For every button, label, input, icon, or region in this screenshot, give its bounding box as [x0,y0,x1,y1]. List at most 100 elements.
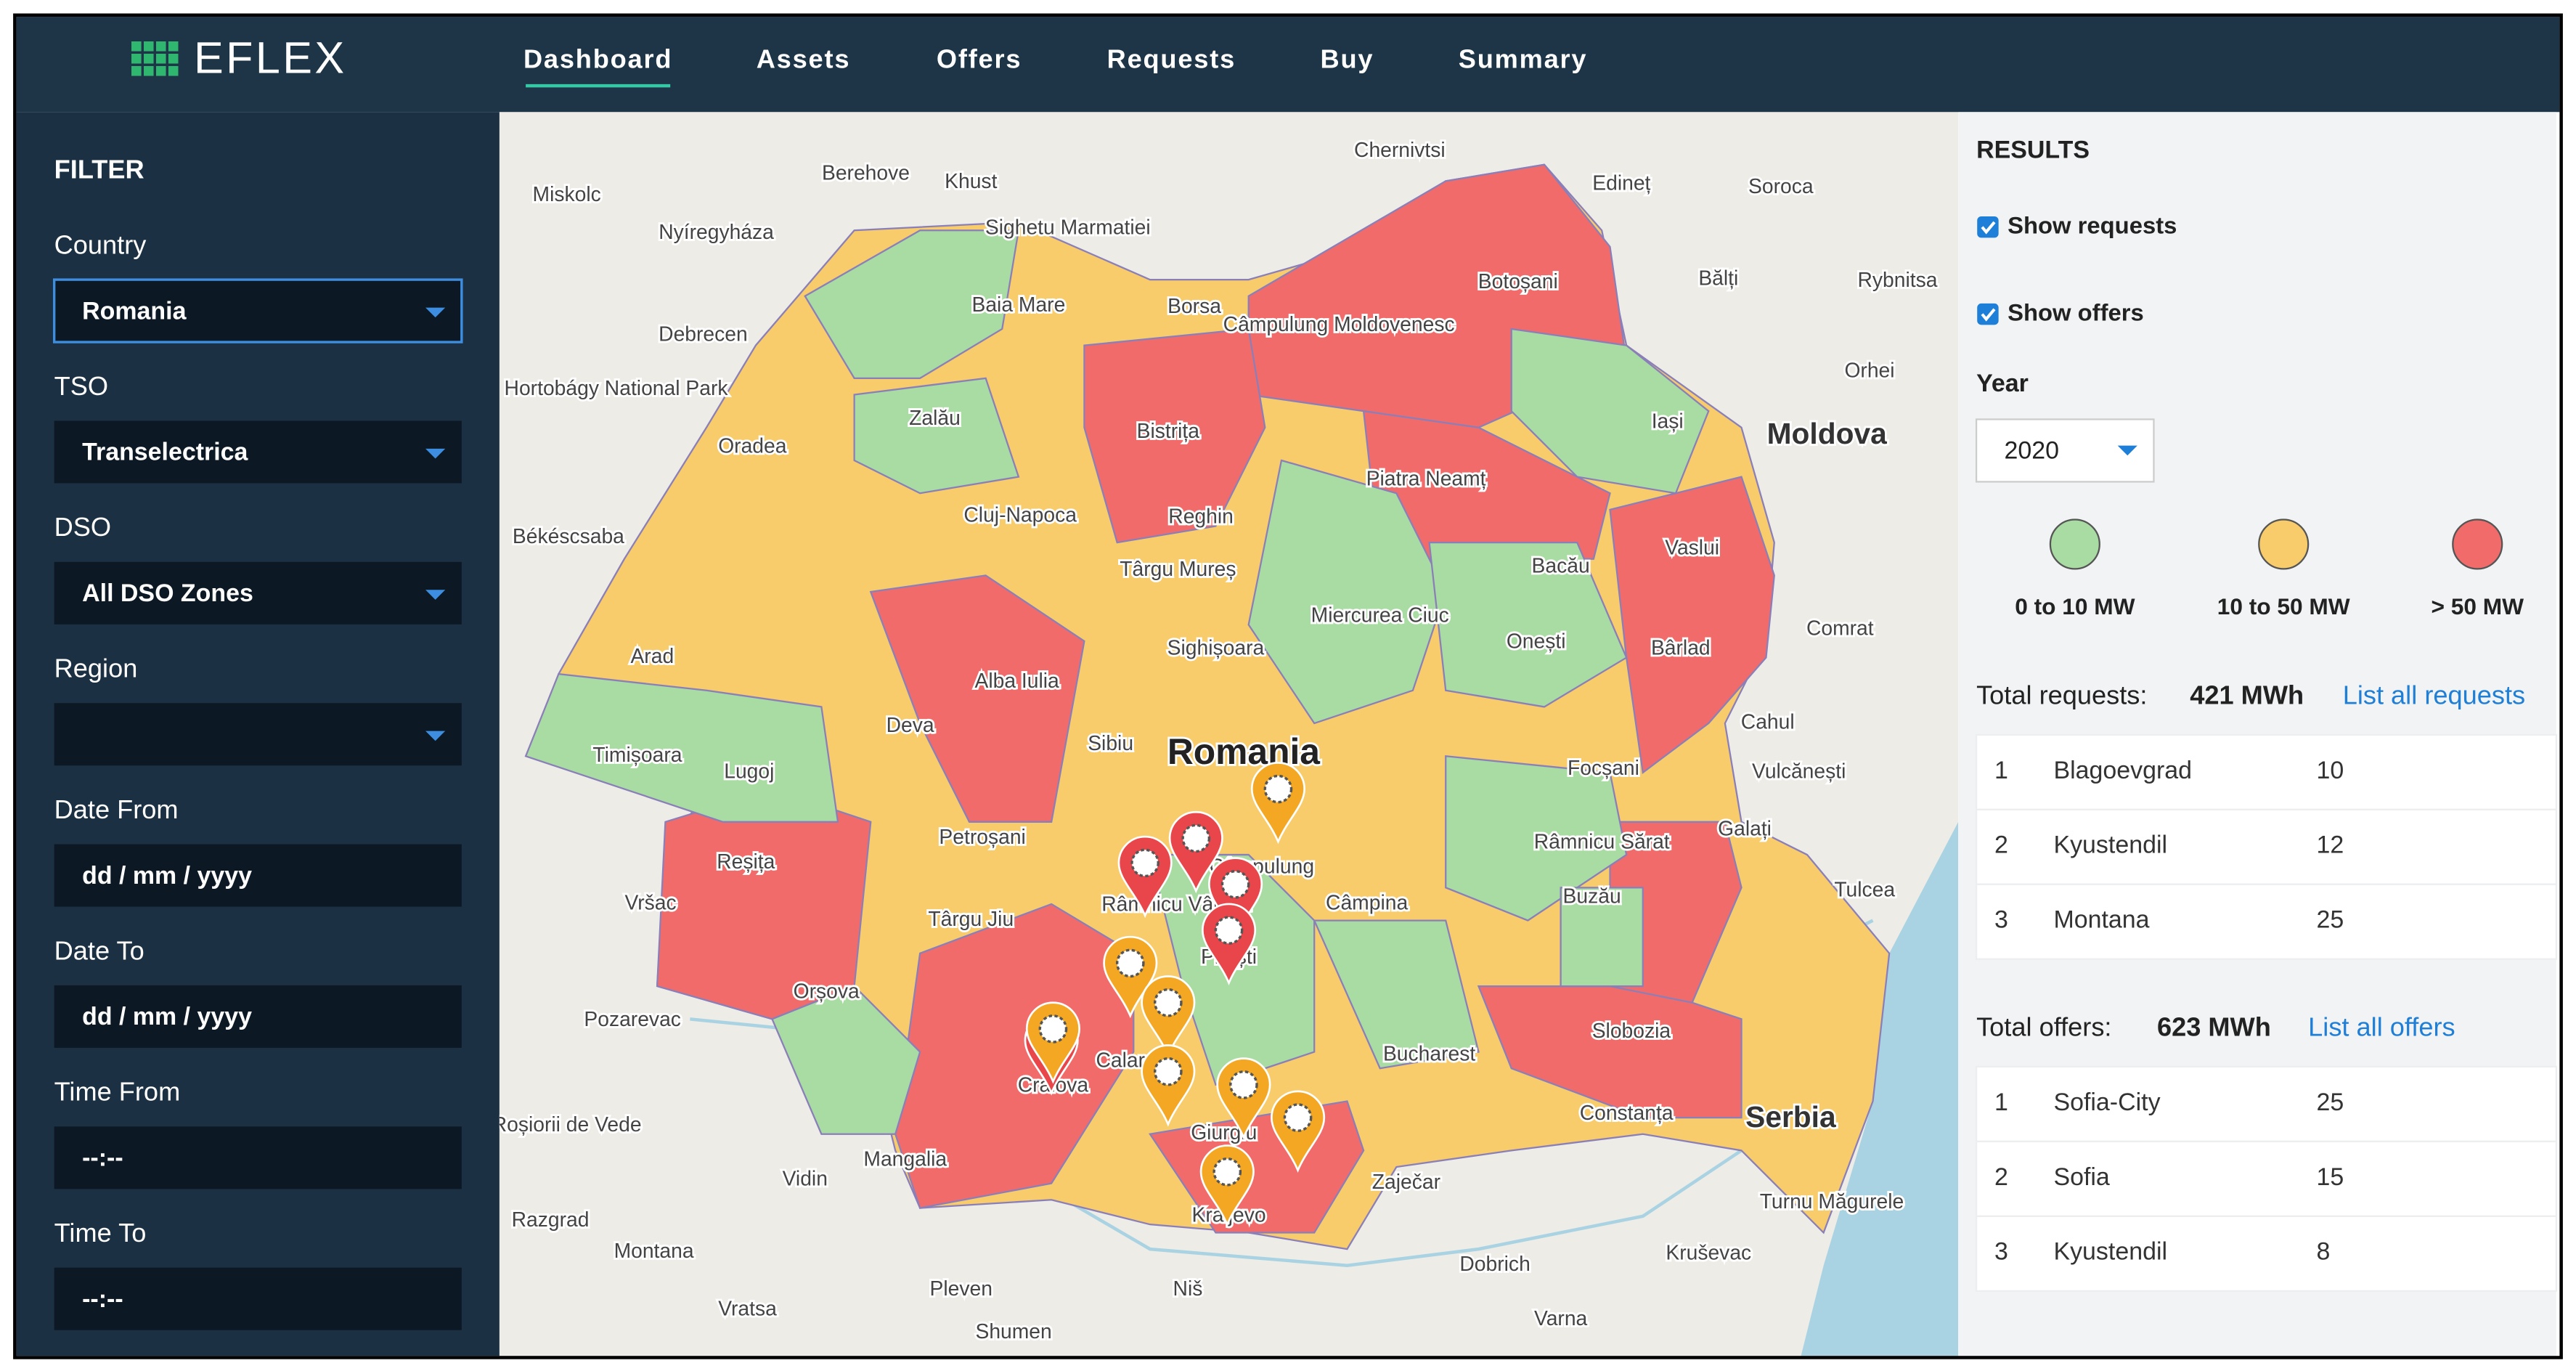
total-label: Total offers: [1976,1012,2111,1041]
map-label: Pleven [929,1277,992,1300]
map-label: Berehove [822,161,910,184]
offer-pin [1141,1044,1196,1127]
checkbox[interactable] [1977,303,1999,325]
filter-field: DSO All DSO Zones [54,512,462,625]
map-label: Roșiorii de Vede [492,1112,642,1136]
filter-field: Region [54,654,462,766]
logo-cell [155,41,166,52]
results-title: RESULTS [1976,137,2090,164]
filter-field: Date To dd / mm / yyyy [54,935,462,1048]
field-label: Region [54,654,138,683]
map-label: Bucharest [1383,1042,1475,1065]
nav-item[interactable]: Offers [937,44,1022,74]
dropdown-arrow [425,590,446,600]
county [853,377,1020,495]
map-label: Shumen [975,1319,1051,1343]
input[interactable] [54,1267,462,1330]
header-bar [16,17,2560,113]
map-label: Serbia [1745,1100,1836,1134]
nav-item[interactable]: Dashboard [523,44,672,74]
row-rank: 1 [1994,1089,2008,1116]
map-label: Constanța [1580,1101,1674,1124]
map-label: Reșița [717,850,775,873]
dropdown[interactable] [52,278,463,343]
table-row [1975,1140,2557,1218]
legend-label: 10 to 50 MW [2217,593,2350,619]
row-name: Sofia-City [2053,1089,2160,1116]
map-label: Sibiu [1088,731,1133,754]
row-value: 10 [2316,757,2344,784]
checkbox[interactable] [1977,216,1999,238]
county [804,229,1020,379]
nav-item[interactable]: Summary [1459,44,1588,74]
row-rank: 3 [1994,906,2008,934]
map-label: Buzău [1563,884,1621,907]
map-label: Montana [614,1239,694,1262]
offer-pin [1103,935,1158,1019]
row-name: Montana [2053,906,2149,934]
input[interactable] [54,844,462,907]
field-value: dd / mm / yyyy [82,1003,252,1030]
map-label: Tulcea [1834,877,1895,900]
filter-field: TSO Transelectrica [54,371,462,484]
map-label: Deva [886,713,934,736]
checkmark [1981,308,1996,322]
request-pin [1117,835,1173,919]
list-link[interactable]: List all offers [2308,1012,2455,1041]
nav-item[interactable]: Assets [757,44,851,74]
input[interactable] [54,985,462,1048]
map-label: Borsa [1167,294,1221,317]
offer-pin [1250,762,1305,845]
pin-icon [1220,869,1250,899]
map-label: Bacău [1532,554,1590,577]
input[interactable] [54,1126,462,1189]
dropdown[interactable] [54,420,462,484]
request-pin [1168,810,1223,894]
map-label: Niš [1173,1277,1203,1300]
row-name: Blagoevgrad [2053,757,2192,784]
county [770,985,921,1135]
dropdown-arrow [425,448,446,459]
pin-icon [1229,1070,1258,1099]
map-label: Vaslui [1665,536,1719,559]
logo-text: EFLEX [194,33,346,82]
map-label: Békéscsaba [513,524,624,548]
row-value: 15 [2316,1163,2344,1191]
map-label: Khust [945,169,997,192]
logo-cell [155,65,166,76]
logo-cell [131,53,142,64]
map-label: Cluj-Napoca [963,503,1077,526]
pin-icon [1154,988,1183,1017]
field-label: Date From [54,794,179,824]
county [1083,328,1266,544]
map-label: Slobozia [1592,1019,1671,1042]
list-link[interactable]: List all requests [2343,680,2525,709]
nav-item[interactable]: Buy [1321,44,1374,74]
pin-icon [1283,1103,1313,1132]
map-label: Bălți [1698,267,1738,290]
map-label: Mangalia [863,1147,947,1170]
map-label: Zaječar [1372,1170,1440,1193]
logo-cell [143,53,154,64]
year-value: 2020 [2005,437,2060,465]
field-value: Transelectrica [82,439,248,466]
row-name: Sofia [2053,1163,2109,1191]
dropdown[interactable] [54,561,462,625]
dropdown-arrow [425,731,446,741]
map-label: Alba Iulia [975,669,1060,692]
map-label: Târgu Jiu [928,907,1014,930]
map-label: Bârlad [1651,636,1711,659]
dropdown-arrow [2117,445,2137,456]
row-rank: 2 [1994,1163,2008,1191]
map-label: Edineț [1592,171,1650,194]
field-label: Date To [54,935,144,965]
nav-item[interactable]: Requests [1107,44,1236,74]
filter-field: Time To --:-- [54,1218,462,1330]
dropdown[interactable] [54,703,462,766]
total-value: 421 MWh [2190,680,2304,709]
logo-cell [131,65,142,76]
logo-cell [131,41,142,52]
map-label: Botoșani [1478,269,1558,293]
logo-cell [155,53,166,64]
logo-cell [143,41,154,52]
